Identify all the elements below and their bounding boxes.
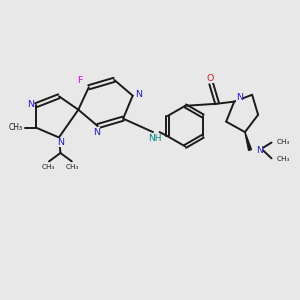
Text: F: F <box>77 76 83 85</box>
Polygon shape <box>245 132 251 150</box>
Text: N: N <box>256 146 263 155</box>
Text: CH₃: CH₃ <box>8 123 22 132</box>
Text: N: N <box>93 128 100 136</box>
Text: O: O <box>207 74 214 83</box>
Text: CH₃: CH₃ <box>277 156 290 162</box>
Text: N: N <box>27 100 34 109</box>
Text: CH₃: CH₃ <box>42 164 55 170</box>
Text: CH₃: CH₃ <box>66 164 79 170</box>
Text: CH₃: CH₃ <box>277 139 290 145</box>
Text: N: N <box>135 90 142 99</box>
Text: N: N <box>57 138 64 147</box>
Text: N: N <box>236 93 243 102</box>
Text: NH: NH <box>148 134 161 143</box>
